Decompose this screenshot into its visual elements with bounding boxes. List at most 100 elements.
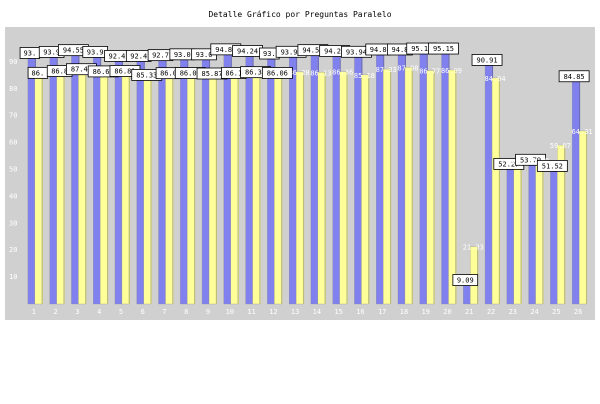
data-label-series-1: 93.94 bbox=[346, 48, 367, 56]
y-tick-label: 30 bbox=[9, 219, 17, 227]
bar-series-2 bbox=[100, 70, 108, 305]
bar-series-1 bbox=[506, 163, 514, 305]
data-label-series-1: 93.0 bbox=[196, 51, 213, 59]
bars bbox=[27, 47, 588, 305]
data-label-series-1: 94.8 bbox=[370, 46, 387, 54]
data-label-series-1: 52.27 bbox=[498, 160, 519, 168]
bar-series-1 bbox=[180, 53, 188, 305]
bar-series-1 bbox=[528, 159, 536, 305]
bar-series-2 bbox=[274, 72, 282, 305]
y-tick-label: 70 bbox=[9, 112, 17, 120]
data-label-series-1: 53.79 bbox=[520, 156, 541, 164]
data-label-series-1: 94.85 bbox=[215, 46, 236, 54]
bar-series-1 bbox=[397, 48, 406, 305]
data-label-series-1-box bbox=[558, 70, 590, 83]
data-label-series-1: 92.7 bbox=[152, 52, 169, 60]
data-label-series-2: 21.33 bbox=[463, 244, 484, 252]
x-tick-label: 21 bbox=[465, 308, 473, 316]
x-tick-label: 26 bbox=[574, 308, 582, 316]
data-label-series-2-box bbox=[261, 67, 293, 79]
data-label-series-1: 92.4 bbox=[130, 52, 147, 60]
bar-series-1 bbox=[49, 51, 57, 305]
bar-series-2 bbox=[535, 159, 543, 305]
x-tick-label: 16 bbox=[356, 308, 364, 316]
bar-series-2 bbox=[143, 74, 151, 305]
data-label-series-1-box bbox=[515, 153, 546, 166]
x-tick-label: 20 bbox=[443, 308, 451, 316]
data-label-series-1: 90.91 bbox=[476, 56, 497, 64]
data-label-series-1-box bbox=[536, 160, 568, 172]
bar-series-2 bbox=[513, 161, 521, 305]
bar-series-1 bbox=[571, 75, 580, 305]
data-label-series-2: 86.0 bbox=[160, 70, 177, 78]
data-label-series-1-box bbox=[428, 42, 459, 55]
data-label-series-2: 59.07 bbox=[550, 142, 571, 150]
bar-series-2 bbox=[121, 70, 130, 305]
x-tick-label: 23 bbox=[509, 308, 517, 316]
bar-series-2 bbox=[208, 72, 217, 305]
data-label-series-2: 64.31 bbox=[572, 128, 593, 136]
data-label-series-2: 87.98 bbox=[397, 64, 418, 72]
y-axis: 10 20 30 40 50 60 70 80 90 bbox=[9, 58, 17, 281]
bar-series-2 bbox=[404, 67, 413, 305]
bar-series-1 bbox=[267, 52, 275, 305]
bar-series-1 bbox=[354, 51, 362, 305]
x-tick-label: 13 bbox=[291, 308, 299, 316]
y-tick-label: 40 bbox=[9, 192, 17, 200]
bar-series-2 bbox=[383, 68, 391, 305]
data-label-series-1-box bbox=[471, 54, 503, 66]
bar-series-1 bbox=[71, 49, 79, 305]
bar-series-2 bbox=[317, 72, 326, 305]
x-tick-label: 2 bbox=[54, 308, 58, 316]
bar-series-2 bbox=[230, 72, 238, 305]
y-tick-label: 80 bbox=[9, 85, 17, 93]
x-tick-label: 9 bbox=[206, 308, 210, 316]
bar-series-2 bbox=[78, 68, 86, 305]
bar-series-1 bbox=[201, 53, 210, 305]
data-label-series-1: 84.85 bbox=[564, 73, 585, 81]
bar-series-2 bbox=[187, 72, 195, 305]
data-label-series-2: 86.77 bbox=[419, 68, 440, 76]
x-tick-label: 17 bbox=[378, 308, 386, 316]
data-label-series-1-box bbox=[452, 274, 479, 286]
x-tick-label: 11 bbox=[247, 308, 255, 316]
x-tick-label: 3 bbox=[75, 308, 79, 316]
data-label-series-1: 94.8 bbox=[392, 46, 409, 54]
y-tick-label: 10 bbox=[9, 273, 17, 281]
data-labels: 93. 86. 93.9 86.8 94.55 87.47 93.9 86.65 92.4 86.… bbox=[19, 42, 593, 286]
x-tick-label: 10 bbox=[226, 308, 234, 316]
data-label-series-1: 51.52 bbox=[542, 162, 563, 170]
data-label-series-2: 84.04 bbox=[484, 75, 505, 83]
data-label-series-2: 86.13 bbox=[310, 69, 331, 77]
bar-series-2 bbox=[426, 70, 434, 305]
y-tick-label: 50 bbox=[9, 166, 17, 174]
data-label-series-2: 87.47 bbox=[71, 66, 92, 74]
bar-series-2 bbox=[557, 144, 565, 305]
data-label-series-2: 85.33 bbox=[136, 71, 157, 79]
data-label-series-2: 86.28 bbox=[289, 69, 310, 77]
data-label-series-2: 86.05 bbox=[180, 70, 201, 78]
x-tick-label: 5 bbox=[119, 308, 123, 316]
data-label-series-1: 93. bbox=[24, 49, 37, 57]
x-tick-label: 6 bbox=[141, 308, 145, 316]
bar-series-1 bbox=[158, 54, 166, 305]
x-tick-label: 18 bbox=[400, 308, 408, 316]
bar-series-1 bbox=[332, 50, 340, 305]
data-label-series-1: 93.0 bbox=[174, 51, 191, 59]
data-label-series-2: 85.87 bbox=[201, 70, 222, 78]
bar-series-1 bbox=[245, 50, 253, 305]
bar-series-2 bbox=[339, 71, 347, 305]
x-tick-label: 15 bbox=[334, 308, 342, 316]
y-tick-label: 60 bbox=[9, 139, 17, 147]
x-tick-label: 4 bbox=[97, 308, 101, 316]
bar-series-2 bbox=[252, 71, 260, 305]
bar-series-1 bbox=[419, 47, 427, 305]
x-tick-label: 12 bbox=[269, 308, 277, 316]
x-tick-label: 8 bbox=[184, 308, 188, 316]
bar-series-1 bbox=[484, 59, 493, 305]
data-label-series-1: 94.24 bbox=[324, 47, 345, 55]
data-label-series-1: 92.4 bbox=[109, 52, 126, 60]
bar-series-2 bbox=[448, 69, 456, 305]
x-tick-label: 22 bbox=[487, 308, 495, 316]
